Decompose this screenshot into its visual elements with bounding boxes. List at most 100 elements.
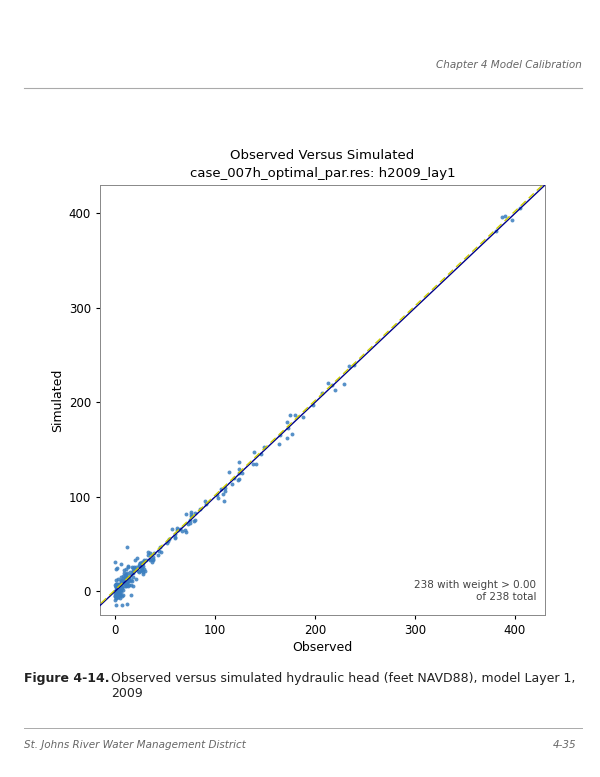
Point (112, 581, 121, 594)
Point (110, 587, 120, 600)
Point (170, 531, 179, 544)
Point (122, 573, 131, 585)
Point (220, 482, 229, 494)
Point (121, 570, 130, 583)
Point (123, 580, 133, 593)
Point (143, 545, 152, 558)
Point (282, 432, 292, 444)
Point (116, 580, 126, 592)
Point (149, 547, 159, 559)
Point (155, 541, 165, 553)
Point (344, 360, 354, 372)
Point (124, 560, 133, 573)
Point (119, 567, 128, 580)
Point (110, 589, 120, 601)
Point (148, 553, 158, 566)
Point (227, 478, 236, 490)
Point (116, 586, 126, 598)
Point (114, 586, 124, 598)
Point (145, 553, 155, 566)
Point (248, 458, 258, 470)
Point (317, 387, 326, 399)
Point (125, 566, 135, 578)
Point (126, 579, 136, 591)
Point (111, 592, 121, 605)
Point (113, 591, 122, 603)
Point (116, 589, 125, 601)
Point (124, 579, 134, 591)
Text: Observed versus simulated hydraulic head (feet NAVD88), model Layer 1,
2009: Observed versus simulated hydraulic head… (111, 672, 575, 700)
Point (111, 588, 121, 601)
Point (120, 573, 130, 585)
Point (181, 524, 190, 536)
Title: Observed Versus Simulated
case_007h_optimal_par.res: h2009_lay1: Observed Versus Simulated case_007h_opti… (190, 148, 455, 179)
Point (135, 557, 145, 570)
Point (184, 518, 193, 531)
Point (137, 558, 147, 570)
Point (113, 582, 123, 594)
Point (112, 583, 121, 595)
Point (121, 568, 130, 580)
Point (114, 587, 124, 600)
Point (113, 573, 123, 586)
Point (122, 540, 132, 552)
Point (256, 448, 266, 460)
Point (170, 528, 180, 541)
Point (112, 562, 121, 574)
Point (138, 568, 148, 580)
Point (115, 579, 124, 591)
Point (190, 514, 199, 527)
Point (121, 580, 130, 592)
Point (229, 472, 239, 485)
Point (186, 510, 196, 522)
Point (111, 584, 121, 597)
Point (139, 563, 149, 575)
Point (116, 576, 125, 588)
Point (185, 514, 195, 526)
Point (112, 577, 122, 590)
Point (260, 441, 269, 453)
Point (181, 526, 191, 538)
Point (114, 587, 124, 600)
Point (126, 588, 136, 601)
Point (124, 575, 133, 587)
Point (114, 587, 124, 600)
Point (286, 409, 295, 421)
Point (136, 562, 146, 574)
Point (128, 574, 137, 587)
Point (122, 598, 131, 610)
Point (177, 525, 187, 538)
Point (298, 411, 308, 423)
Point (172, 521, 182, 534)
Point (121, 577, 130, 589)
Point (251, 458, 261, 470)
Point (116, 584, 125, 596)
Point (142, 553, 151, 566)
Point (233, 473, 243, 486)
Point (167, 522, 177, 535)
Point (149, 551, 158, 563)
Point (122, 572, 131, 584)
Point (491, 225, 500, 237)
Point (118, 590, 127, 602)
Point (124, 573, 133, 585)
Point (116, 584, 126, 596)
Point (185, 517, 195, 530)
Point (114, 584, 124, 596)
Point (116, 579, 126, 591)
Text: Figure 4-14.: Figure 4-14. (24, 672, 110, 685)
Point (123, 561, 133, 573)
Point (308, 399, 318, 411)
Point (138, 560, 148, 573)
Point (113, 585, 122, 598)
Point (134, 559, 143, 571)
Point (113, 587, 123, 599)
Point (136, 566, 145, 578)
Point (148, 556, 157, 568)
Point (113, 580, 122, 592)
Point (118, 574, 127, 587)
Point (139, 554, 149, 566)
Point (126, 573, 136, 586)
Point (116, 575, 126, 587)
Point (112, 574, 121, 587)
